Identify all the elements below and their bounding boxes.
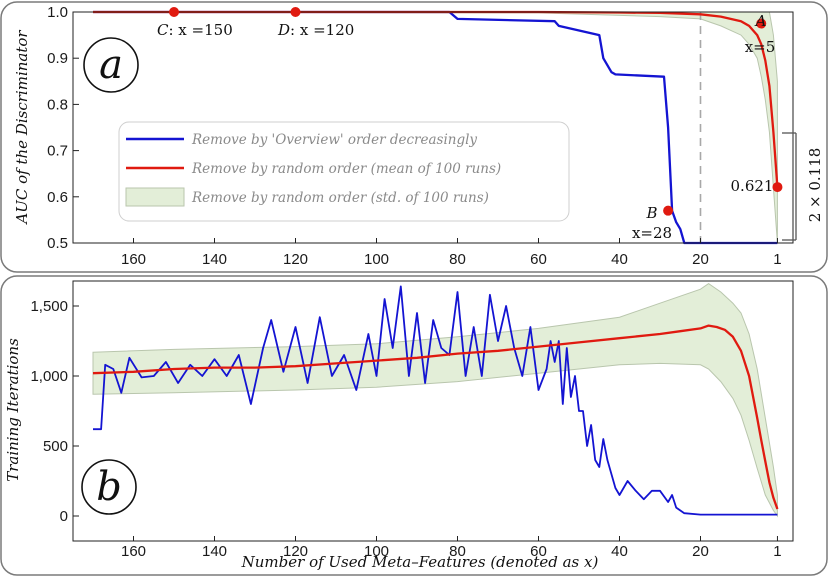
- a-ytick-label: 0.6: [47, 189, 68, 206]
- a-xtick-label: 160: [121, 251, 146, 268]
- a-ytick-label: 0.9: [47, 50, 68, 67]
- b-xtick-label: 1: [773, 543, 781, 560]
- annotation-b-expr: x=28: [632, 224, 672, 242]
- panel-b-letter-circle: [81, 459, 137, 515]
- b-xtick-label: 80: [449, 543, 466, 560]
- x-axis-title: Number of Used Meta–Features (denoted as…: [241, 553, 599, 571]
- a-xtick-label: 120: [283, 251, 308, 268]
- std-bracket: [782, 132, 797, 241]
- a-xtick-label: 60: [530, 251, 547, 268]
- b-std-band: [92, 282, 778, 518]
- b-xtick-label: 40: [611, 543, 628, 560]
- annotation-c-expr: : x =150: [168, 21, 232, 39]
- b-xtick-label: 140: [202, 543, 227, 560]
- legend-label-random-mean: Remove by random order (mean of 100 runs…: [191, 161, 501, 177]
- annotation-value-label: 0.621: [731, 177, 774, 195]
- a-xtick-label: 140: [202, 251, 227, 268]
- annotation-d-expr: : x =120: [290, 21, 354, 39]
- a-point-0-621: [772, 182, 783, 193]
- a-xtick-label: 20: [692, 251, 709, 268]
- legend-box: [118, 121, 570, 222]
- a-xtick-label: 40: [611, 251, 628, 268]
- b-xtick-label: 160: [121, 543, 146, 560]
- panel-b-letter: b: [96, 464, 122, 510]
- b-y-axis: 0 500 1,000 1,500: [30, 298, 79, 525]
- a-xtick-label: 80: [449, 251, 466, 268]
- a-ytick-label: 1.0: [47, 4, 68, 21]
- legend: Remove by 'Overview' order decreasingly …: [118, 121, 570, 222]
- b-series-lines: [92, 285, 779, 516]
- a-plot-area: [72, 11, 794, 244]
- b-xtick-label: 100: [364, 543, 389, 560]
- annotation-d-letter: D: [277, 21, 290, 39]
- a-xtick-label: 1: [773, 251, 781, 268]
- a-ytick-label: 0.5: [47, 235, 68, 252]
- a-point-d: [290, 7, 301, 17]
- panel-b: 0 500 1,000 1,500 160 140 120 100 80 60 40 20 1 Tra…: [4, 280, 794, 571]
- legend-label-random-std: Remove by random order (std. of 100 runs…: [191, 190, 489, 206]
- annotation-a-letter: A: [754, 12, 767, 30]
- panel-a-letter: a: [99, 42, 123, 88]
- legend-swatch-band: [125, 187, 185, 207]
- annotation-c: C: x =150: [157, 21, 233, 39]
- annotation-d: D: x =120: [277, 21, 354, 39]
- a-ytick-label: 0.7: [47, 143, 68, 160]
- panel-a: 0.50.60.70.80.91.0 160 140 120 100 80 60 40 20 1…: [13, 4, 824, 268]
- b-xtick-label: 60: [530, 543, 547, 560]
- panel-a-frame: [0, 1, 828, 273]
- a-y-axis-title: AUC of the Discriminator: [13, 30, 31, 226]
- a-markers: [169, 7, 783, 216]
- a-point-c: [169, 7, 179, 17]
- b-y-axis-title: Training Iterations: [4, 338, 22, 482]
- annotation-a-expr: x=5: [745, 38, 776, 56]
- a-y-axis: 0.5 0.6 0.7 0.8 0.9 1.0: [47, 4, 79, 252]
- panel-a-letter-circle: [83, 37, 139, 93]
- b-ytick-label: 1,500: [30, 298, 68, 315]
- a-ytick-label: 0.8: [47, 96, 68, 113]
- b-xtick-label: 20: [692, 543, 709, 560]
- legend-item-overview: Remove by 'Overview' order decreasingly: [126, 132, 477, 148]
- a-point-b: [663, 205, 674, 216]
- svg-text:C: x =150: C: x =150: [157, 21, 233, 39]
- bracket-label: 2 × 0.118: [806, 148, 824, 223]
- panel-b-frame: [0, 275, 828, 576]
- b-line-random-mean: [92, 324, 779, 510]
- b-plot-area: [72, 280, 794, 542]
- a-x-axis: 160 140 120 100 80 60 40 20 1: [121, 238, 782, 268]
- b-ytick-label: 500: [43, 438, 68, 455]
- a-point-a: [756, 18, 767, 29]
- legend-label-overview: Remove by 'Overview' order decreasingly: [191, 132, 477, 148]
- legend-item-random-mean: Remove by random order (mean of 100 runs…: [126, 161, 501, 177]
- annotation-b-letter: B: [645, 204, 657, 222]
- b-x-axis: 160 140 120 100 80 60 40 20 1: [121, 536, 782, 560]
- annotation-c-letter: C: [157, 21, 169, 39]
- legend-item-random-std: Remove by random order (std. of 100 runs…: [125, 187, 489, 207]
- svg-text:D: x =120: D: x =120: [277, 21, 354, 39]
- b-std-band-area: [92, 282, 778, 518]
- b-ytick-label: 0: [60, 508, 68, 525]
- a-xtick-label: 100: [364, 251, 389, 268]
- b-ytick-label: 1,000: [30, 368, 68, 385]
- b-xtick-label: 120: [283, 543, 308, 560]
